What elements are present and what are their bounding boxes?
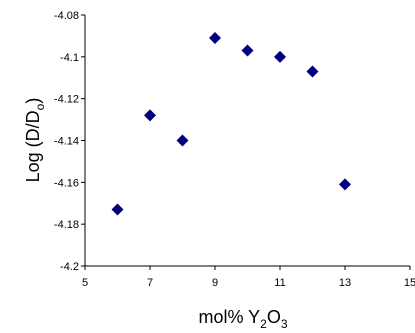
y-tick-label: -4.12 <box>54 94 79 106</box>
data-point <box>144 109 156 122</box>
x-tick-label: 11 <box>274 277 285 289</box>
x-axis-title-sub2: 3 <box>281 317 288 331</box>
data-point <box>176 134 189 147</box>
y-tick-label: -4.16 <box>54 177 79 189</box>
x-axis-title: mol% Y2O3 <box>198 307 287 331</box>
y-axis-title: Log (D/Do) <box>23 98 47 183</box>
x-tick-label: 5 <box>82 277 88 289</box>
x-axis-title-mid: O <box>267 307 281 327</box>
data-point <box>241 44 254 57</box>
x-axis-title-sub1: 2 <box>260 317 267 331</box>
x-tick-label: 9 <box>212 277 218 289</box>
y-tick-label: -4.18 <box>54 219 79 231</box>
data-point <box>339 178 351 191</box>
y-axis-title-end: ) <box>23 98 43 104</box>
y-axis-title-main: Log (D/D <box>23 110 43 182</box>
y-tick-label: -4.2 <box>60 261 79 273</box>
y-tick-label: -4.08 <box>54 10 79 22</box>
data-point <box>111 203 124 216</box>
x-tick-label: 7 <box>147 277 153 289</box>
x-axis-ticks: 5 7 9 11 13 15 <box>82 266 415 289</box>
y-tick-label: -4.1 <box>60 52 79 64</box>
y-axis-title-sub: o <box>33 103 47 110</box>
x-tick-label: 15 <box>404 277 415 289</box>
data-points <box>111 32 351 216</box>
y-axis-ticks: -4.08 -4.1 -4.12 -4.14 -4.16 -4.18 -4.2 <box>54 10 85 273</box>
data-point <box>306 65 319 78</box>
data-point <box>209 32 221 45</box>
x-axis-title-main: mol% Y <box>198 307 260 327</box>
data-point <box>274 50 286 63</box>
x-tick-label: 13 <box>339 277 351 289</box>
y-tick-label: -4.14 <box>54 136 79 148</box>
